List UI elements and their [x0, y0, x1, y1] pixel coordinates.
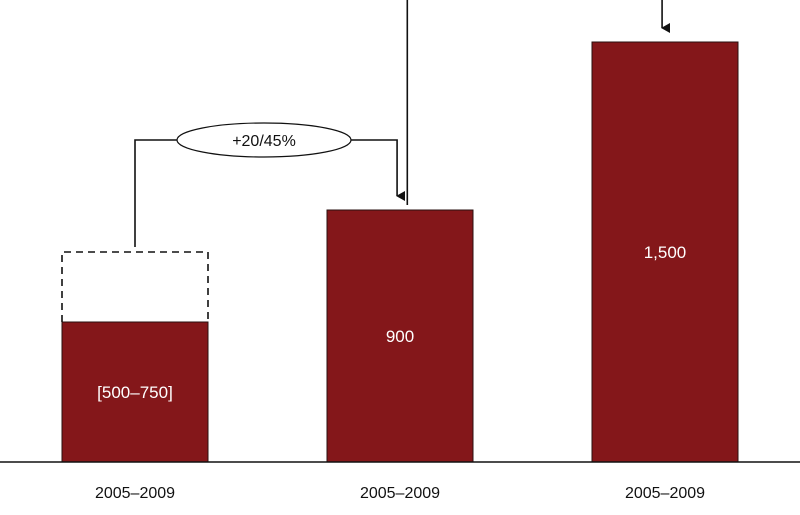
x-tick-label-3: 2005–2009	[625, 485, 705, 502]
bar-value-label-3: 1,500	[644, 243, 687, 262]
x-tick-label-1: 2005–2009	[95, 485, 175, 502]
x-tick-label-2: 2005–2009	[360, 485, 440, 502]
bars-layer: [500–750] 900 1,500	[61, 41, 739, 463]
bar-2	[326, 209, 474, 463]
bar-3	[591, 41, 739, 463]
range-outline-1	[61, 251, 209, 322]
bar-1	[61, 321, 209, 463]
growth-callout-text-1: +20/45%	[232, 133, 296, 150]
bar-value-label-2: 900	[386, 327, 414, 346]
tick-labels-layer: 2005–2009 2005–2009 2005–2009	[95, 485, 705, 502]
growth-connector-2	[406, 0, 671, 205]
callouts-layer: +20/45%+60%	[134, 0, 671, 247]
growth-callout-oval-1	[176, 122, 352, 158]
bar-value-label-1: [500–750]	[97, 383, 173, 402]
